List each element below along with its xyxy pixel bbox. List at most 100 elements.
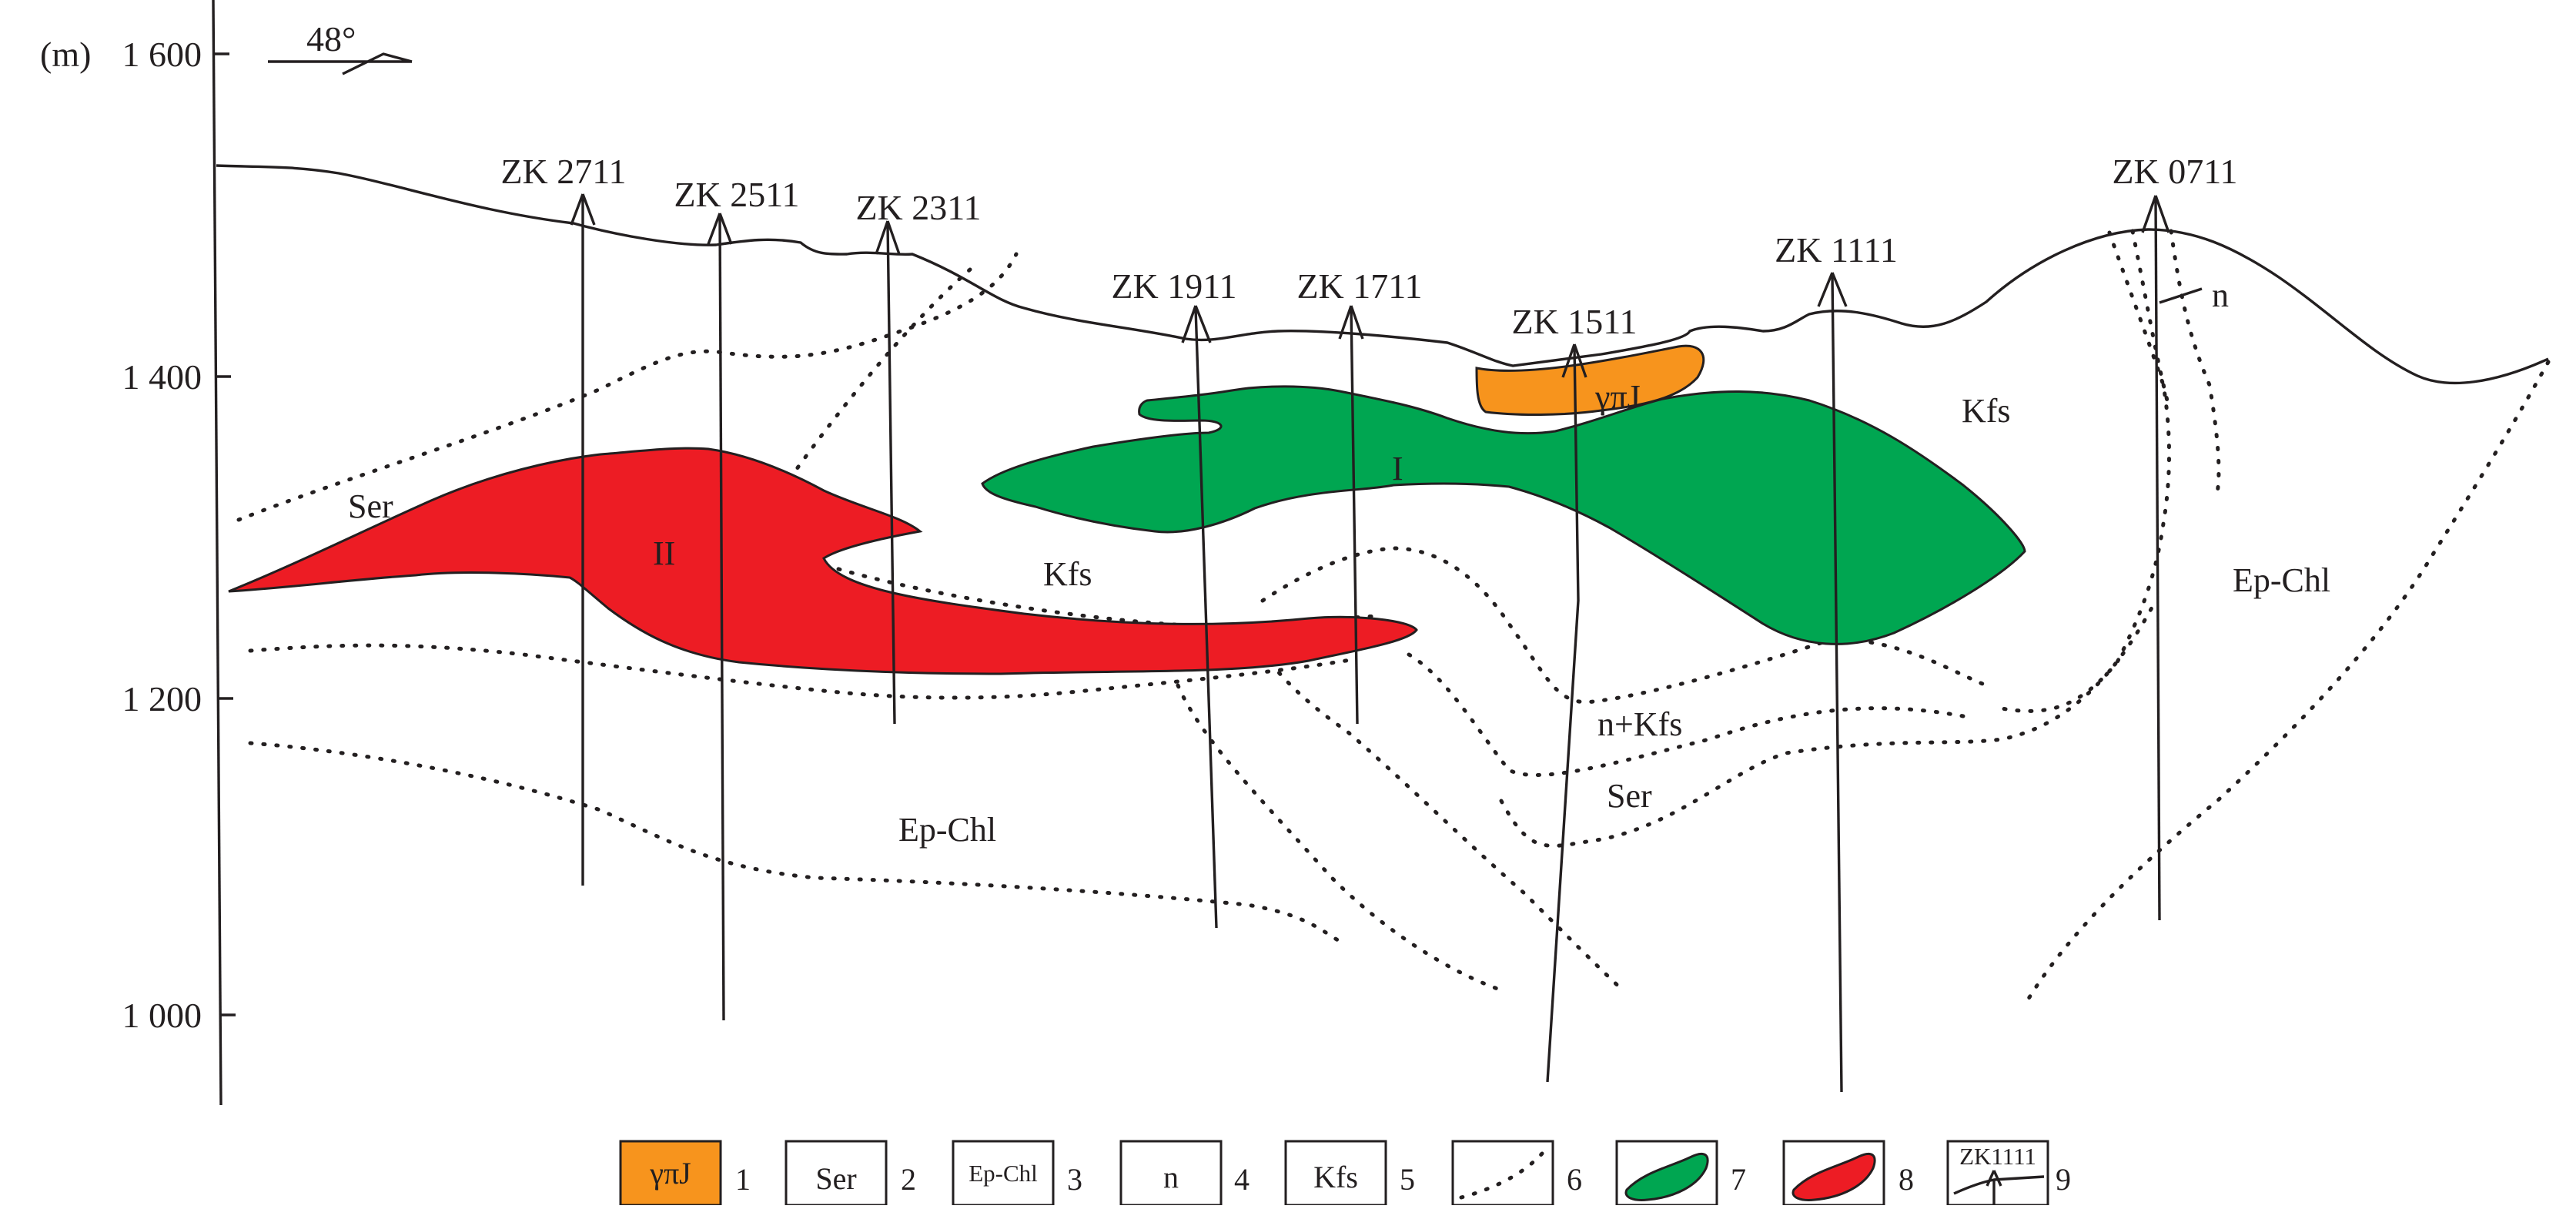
legend-swatch xyxy=(1284,1140,1387,1207)
granite-porphyry-body xyxy=(1475,344,1705,417)
legend-symbol: Ser xyxy=(815,1161,856,1196)
zone-label-n-kfs: n+Kfs xyxy=(1597,705,1682,743)
red-orebody-icon xyxy=(1791,1153,1876,1201)
elevation-ticks xyxy=(214,52,236,1016)
tick-label-1600: 1 600 xyxy=(122,35,202,74)
legend-symbol: γπJ xyxy=(649,1156,691,1191)
legend-item-6: 6 xyxy=(1451,1140,1582,1207)
drill-collar-icon xyxy=(875,220,901,255)
legend-symbol: n xyxy=(1163,1160,1179,1194)
zone-label-ep-chl-right: Ep-Chl xyxy=(2233,561,2330,599)
drill-trace xyxy=(1831,274,1843,1093)
contact-right-n-1 xyxy=(2130,229,2170,403)
legend-item-9: ZK1111 9 xyxy=(1946,1140,2071,1207)
axis-unit-label: (m) xyxy=(40,35,91,74)
contact-right-outer xyxy=(1999,230,2171,713)
drill-collar-icon xyxy=(2141,195,2170,233)
drill-label: ZK 1911 xyxy=(1111,266,1236,306)
drill-label: ZK 2311 xyxy=(855,188,981,227)
drill-hole-zk1711: ZK 1711 xyxy=(1296,266,1423,725)
zone-label-n: n xyxy=(2212,276,2229,314)
legend-item-7: 7 xyxy=(1615,1140,1746,1207)
drill-collar-icon xyxy=(1338,305,1364,340)
legend-symbol: ZK1111 xyxy=(1959,1143,2036,1170)
legend-symbol: Kfs xyxy=(1313,1160,1358,1194)
alteration-contacts xyxy=(236,229,2551,1007)
orebody-i-label: I xyxy=(1392,450,1403,487)
bearing-label: 48° xyxy=(306,19,356,59)
drill-trace xyxy=(718,215,725,1021)
drill-label: ZK 2511 xyxy=(674,175,799,214)
drill-hole-zk2711: ZK 2711 xyxy=(500,152,627,886)
legend-swatch xyxy=(1451,1140,1554,1207)
legend-item-1: γπJ 1 xyxy=(619,1140,751,1207)
green-orebody-icon xyxy=(1624,1153,1709,1201)
elevation-axis-line xyxy=(212,0,222,1106)
drill-trace xyxy=(886,223,896,725)
legend-item-5: Kfs 5 xyxy=(1284,1140,1415,1207)
drill-hole-zk1911: ZK 1911 xyxy=(1111,266,1237,929)
drill-trace xyxy=(1546,346,1580,1083)
tick-label-1000: 1 000 xyxy=(122,996,202,1035)
legend-number: 3 xyxy=(1067,1162,1082,1197)
drill-trace xyxy=(1350,307,1359,725)
tick-label-1200: 1 200 xyxy=(122,679,202,718)
drill-collar-icon xyxy=(1817,272,1848,307)
tick-label-1400: 1 400 xyxy=(122,357,202,397)
drill-collar-icon xyxy=(570,193,596,226)
legend-number: 9 xyxy=(2056,1162,2071,1197)
orebody-ii xyxy=(228,447,1418,675)
drill-hole-zk1511: ZK 1511 xyxy=(1511,302,1638,1083)
orebody-i xyxy=(981,385,2026,645)
orebody-ii-label: II xyxy=(653,534,675,572)
bearing-arrow-icon xyxy=(268,52,413,75)
contact-kfs-epchl xyxy=(248,643,1357,700)
topographic-surface xyxy=(216,164,2549,385)
drill-trace xyxy=(1194,307,1218,929)
legend-item-4: n 4 xyxy=(1119,1140,1250,1207)
orientation-indicator: 48° xyxy=(268,19,413,75)
drill-holes: ZK 2711 ZK 2511 ZK 2311 ZK 1911 ZK 1711 … xyxy=(500,152,2238,1093)
drill-collar-icon xyxy=(1561,343,1587,378)
drill-hole-icon xyxy=(1953,1170,2045,1205)
contact-ser-kfs xyxy=(760,548,1380,628)
legend-item-8: 8 xyxy=(1782,1140,1914,1207)
contact-arch-middle xyxy=(1407,652,1965,777)
drill-collar-icon xyxy=(707,213,733,245)
zone-label-ser-center: Ser xyxy=(1607,777,1652,815)
contact-central-1 xyxy=(1176,683,1500,991)
drill-hole-zk2311: ZK 2311 xyxy=(855,188,982,725)
legend-item-3: Ep-Chl 3 xyxy=(952,1140,1082,1207)
drill-hole-zk0711: ZK 0711 xyxy=(2112,152,2238,921)
zone-label-kfs-right: Kfs xyxy=(1962,392,2011,430)
legend-number: 4 xyxy=(1234,1162,1250,1197)
zone-label-ser-left: Ser xyxy=(348,487,393,525)
legend: γπJ 1 Ser 2 Ep-Chl 3 n 4 Kfs 5 6 xyxy=(619,1140,2071,1207)
zone-labels: Ser Kfs Kfs n+Kfs Ser Ep-Chl Ep-Chl n xyxy=(348,276,2330,849)
legend-symbol: Ep-Chl xyxy=(969,1160,1038,1187)
drill-hole-zk2511: ZK 2511 xyxy=(674,175,800,1021)
legend-item-2: Ser 2 xyxy=(785,1140,916,1207)
zone-label-kfs-center: Kfs xyxy=(1043,555,1092,593)
drill-label: ZK 2711 xyxy=(500,152,626,191)
legend-swatch xyxy=(1946,1140,2049,1207)
contact-right-n-2 xyxy=(2169,229,2221,495)
legend-number: 6 xyxy=(1567,1162,1582,1197)
n-leader-line xyxy=(2159,287,2203,304)
legend-swatch xyxy=(619,1140,722,1207)
granite-porphyry-label: γπJ xyxy=(1594,378,1641,416)
legend-number: 2 xyxy=(901,1162,916,1197)
drill-hole-zk1111: ZK 1111 xyxy=(1775,230,1898,1093)
contact-ser-top xyxy=(236,252,1019,522)
contact-arch-inner xyxy=(1499,598,2158,848)
zone-label-ep-chl-left: Ep-Chl xyxy=(898,811,996,849)
drill-label: ZK 1111 xyxy=(1775,230,1898,270)
drill-collar-icon xyxy=(1181,305,1212,343)
contact-central-2 xyxy=(1245,629,1627,994)
legend-number: 7 xyxy=(1731,1162,1746,1197)
contact-epchl-lower xyxy=(248,741,1342,943)
drill-label: ZK 1511 xyxy=(1511,302,1637,341)
contact-right-epchl xyxy=(2022,360,2551,1007)
